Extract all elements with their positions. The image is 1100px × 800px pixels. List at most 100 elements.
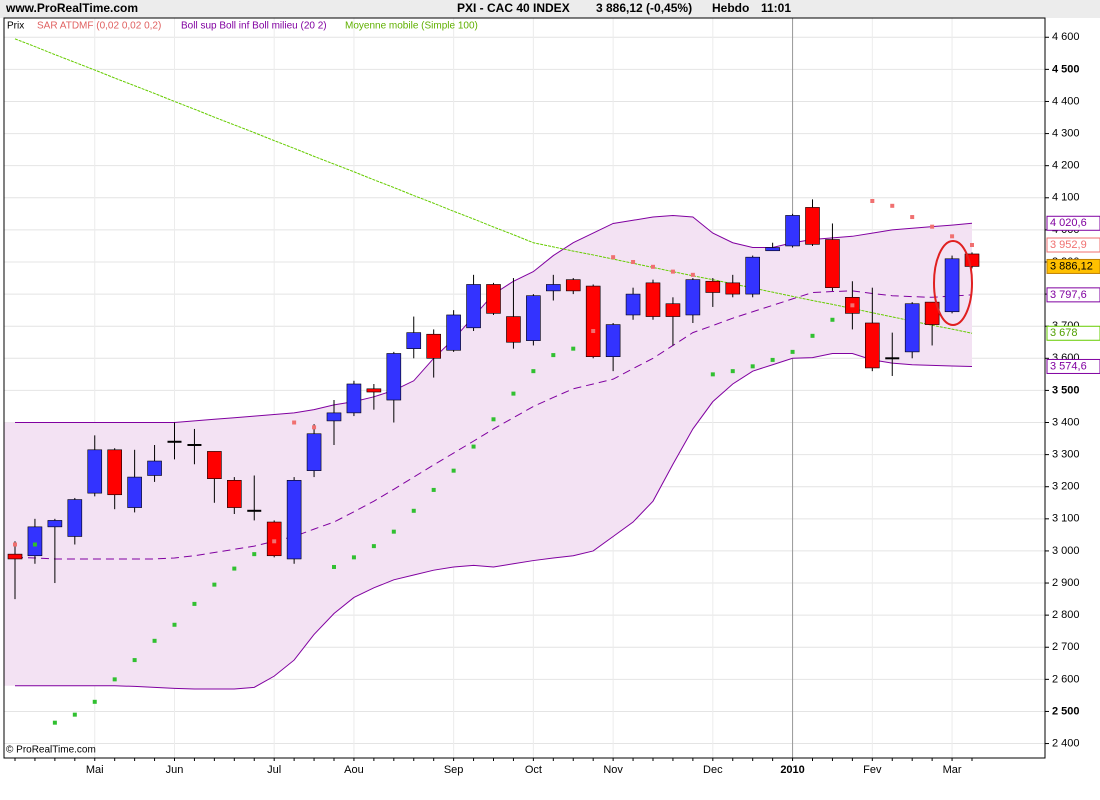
lower-last-label-box xyxy=(1046,358,1100,374)
y-tick-label: 4 100 xyxy=(1052,192,1080,204)
candle-body xyxy=(865,322,880,369)
candle-body xyxy=(326,412,342,422)
y-tick-label: 4 400 xyxy=(1052,95,1080,107)
sar-point xyxy=(710,372,715,377)
sar-point xyxy=(551,353,556,358)
sar-point xyxy=(690,272,695,277)
legend-bollinger: Boll sup Boll inf Boll milieu (20 2) xyxy=(181,21,327,32)
x-tick-label: Mar xyxy=(943,764,962,776)
y-tick-label: 4 500 xyxy=(1052,63,1080,75)
sar-point xyxy=(491,417,496,422)
sar-point xyxy=(252,552,257,557)
sar-point xyxy=(770,357,775,362)
x-tick-label: Aou xyxy=(344,764,364,776)
middle-last-label-box xyxy=(1046,287,1100,303)
sar-point xyxy=(631,259,636,264)
y-tick-label: 3 500 xyxy=(1052,384,1080,396)
sar-point xyxy=(292,420,297,425)
candle-body xyxy=(346,383,362,414)
sar-last-label: 3 952,9 xyxy=(1050,239,1087,251)
x-tick-label: Sep xyxy=(444,764,464,776)
sar-point xyxy=(810,333,815,338)
x-tick-label: Fev xyxy=(863,764,882,776)
x-tick-label: Nov xyxy=(603,764,623,776)
x-tick-label: Mai xyxy=(86,764,104,776)
annotation-circle xyxy=(933,240,973,326)
candle-body xyxy=(585,285,601,357)
sar-point xyxy=(72,712,77,717)
sar-point xyxy=(272,539,277,544)
header-bar xyxy=(0,0,1100,18)
sar-point xyxy=(531,369,536,374)
candle-body xyxy=(386,353,402,401)
sar-point xyxy=(112,677,117,682)
moving-average xyxy=(14,38,973,334)
sar-last-label-box xyxy=(1046,237,1100,253)
sar-point xyxy=(890,203,895,208)
x-tick-label: Dec xyxy=(703,764,723,776)
y-tick-label: 2 700 xyxy=(1052,641,1080,653)
sar-point xyxy=(451,468,456,473)
candle-body xyxy=(446,314,461,351)
ma-last-label: 3 678 xyxy=(1050,327,1078,339)
sar-point xyxy=(13,542,17,547)
sar-point xyxy=(571,346,576,351)
y-tick-label: 2 400 xyxy=(1052,737,1080,749)
candle-body xyxy=(625,293,641,316)
sar-point xyxy=(611,255,616,260)
lower-last-label: 3 574,6 xyxy=(1050,360,1087,372)
candle-body xyxy=(366,388,382,393)
candle-body xyxy=(67,499,83,537)
candle-body xyxy=(466,284,481,329)
x-tick-label: Oct xyxy=(525,764,542,776)
sar-point xyxy=(850,303,855,308)
sar-point xyxy=(52,720,57,725)
y-tick-label: 3 300 xyxy=(1052,449,1080,461)
candle-body xyxy=(526,295,541,341)
upper-last-label: 4 020,6 xyxy=(1050,217,1087,229)
y-tick-label: 2 600 xyxy=(1052,673,1080,685)
y-tick-label: 3 400 xyxy=(1052,416,1080,428)
sar-point xyxy=(92,699,97,704)
sar-point xyxy=(910,215,915,220)
sar-point xyxy=(172,622,177,627)
sar-point xyxy=(132,658,137,663)
sar-point xyxy=(790,349,795,354)
candle-body xyxy=(645,282,661,317)
period: Hebdo xyxy=(712,1,749,15)
sar-point xyxy=(332,564,336,569)
candle-body xyxy=(227,479,242,508)
bollinger-lower xyxy=(15,352,973,690)
legend-sar: SAR ATDMF (0,02 0,02 0,2) xyxy=(37,21,161,32)
candle-body xyxy=(286,479,302,560)
bollinger-middle xyxy=(14,290,973,560)
plot-frame xyxy=(3,17,1046,759)
footer: © ProRealTime.com xyxy=(6,745,96,756)
middle-last-label: 3 797,6 xyxy=(1050,289,1087,301)
candle-body xyxy=(47,520,63,528)
candle-body xyxy=(306,433,322,471)
candle-body xyxy=(127,476,142,508)
legend-ma: Moyenne mobile (Simple 100) xyxy=(345,21,478,32)
sar-point xyxy=(212,582,217,587)
candle-body xyxy=(546,284,561,292)
x-tick-label: Jun xyxy=(166,764,184,776)
y-tick-label: 4 300 xyxy=(1052,127,1080,139)
sar-point xyxy=(351,555,356,560)
sar-point xyxy=(431,487,436,492)
sar-point xyxy=(411,508,416,513)
y-tick-label: 3 100 xyxy=(1052,513,1080,525)
sar-point xyxy=(950,234,955,239)
sar-point xyxy=(730,369,735,374)
candle-body xyxy=(785,215,800,247)
candle-body xyxy=(665,303,681,317)
bollinger-band xyxy=(4,215,972,689)
x-tick-label: 2010 xyxy=(780,764,804,776)
sar-point xyxy=(32,542,37,547)
candle-body xyxy=(27,526,43,557)
price: 3 886,12 (-0,45%) xyxy=(596,1,692,15)
candle-body xyxy=(825,239,840,288)
upper-last-label-box xyxy=(1046,215,1100,231)
candle-body xyxy=(765,247,780,252)
close-last-label-box xyxy=(1046,258,1100,274)
